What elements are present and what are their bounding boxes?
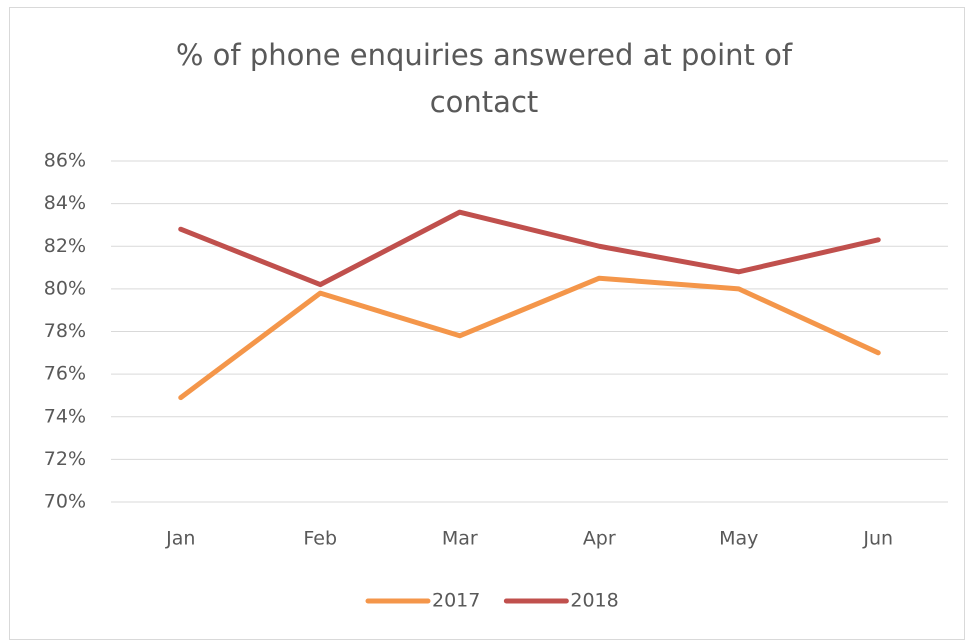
y-tick-label: 78% <box>44 320 86 342</box>
x-tick-label: May <box>719 528 758 550</box>
y-tick-label: 84% <box>44 192 86 214</box>
series-line <box>178 275 881 401</box>
y-tick-label: 72% <box>44 448 86 470</box>
y-tick-label: 74% <box>44 405 86 427</box>
x-tick-label: Jan <box>165 528 195 550</box>
legend-label: 2017 <box>432 590 480 612</box>
chart-title: % of phone enquiries answered at point o… <box>175 38 793 119</box>
y-tick-label: 82% <box>44 235 86 257</box>
x-tick-label: Mar <box>442 528 478 550</box>
y-tick-label: 80% <box>44 277 86 299</box>
series-line <box>178 209 881 288</box>
y-tick-label: 86% <box>44 150 86 172</box>
chart-border <box>9 7 965 640</box>
x-tick-label: Apr <box>583 528 616 550</box>
x-tick-label: Feb <box>303 528 337 550</box>
legend-label: 2018 <box>570 590 618 612</box>
x-tick-label: Jun <box>862 528 893 550</box>
y-tick-label: 70% <box>44 491 86 513</box>
y-tick-label: 76% <box>44 363 86 385</box>
